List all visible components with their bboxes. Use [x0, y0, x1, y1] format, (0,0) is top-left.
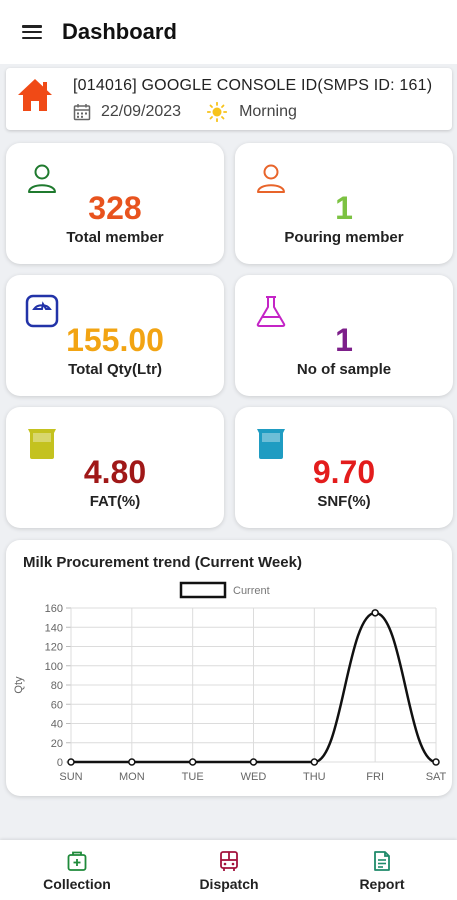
stat-value: 155.00	[66, 322, 164, 358]
y-tick-label: 140	[45, 622, 63, 634]
sample-card[interactable]: 1 No of sample	[235, 275, 453, 396]
stat-value: 1	[335, 322, 353, 358]
data-point	[432, 758, 440, 766]
hamburger-icon	[22, 25, 42, 39]
stat-value: 9.70	[312, 454, 376, 490]
x-tick-label: THU	[303, 771, 326, 783]
data-point	[371, 609, 379, 617]
total-member-card[interactable]: 328 Total member	[6, 143, 224, 264]
stat-label: Total member	[66, 229, 164, 246]
nav-report[interactable]: Report	[327, 850, 437, 892]
truck-icon	[220, 851, 238, 871]
x-tick-label: WED	[241, 771, 267, 783]
chart-title: Milk Procurement trend (Current Week)	[23, 554, 302, 571]
snf-card[interactable]: 9.70 SNF(%)	[235, 407, 453, 528]
y-tick-label: 160	[45, 603, 63, 615]
report-icon	[374, 851, 390, 871]
y-tick-label: 0	[57, 757, 63, 769]
bottom-navigation: Collection Dispatch Report	[0, 840, 457, 900]
shift-text: Morning	[239, 103, 297, 120]
x-tick-label: FRI	[366, 771, 384, 783]
date-text: 22/09/2023	[101, 103, 182, 120]
scale-icon	[25, 294, 59, 328]
stat-value: 328	[88, 190, 142, 226]
series-line-current	[71, 611, 437, 764]
y-tick-label: 80	[51, 680, 63, 692]
x-tick-label: SUN	[59, 771, 82, 783]
data-point	[188, 758, 197, 766]
home-icon	[18, 79, 52, 111]
menu-button[interactable]	[0, 0, 64, 64]
nav-label: Report	[359, 876, 405, 892]
nav-collection[interactable]: Collection	[22, 850, 132, 892]
y-tick-label: 60	[51, 699, 63, 711]
nav-label: Collection	[43, 876, 111, 892]
legend-label: Current	[233, 585, 270, 597]
fat-card[interactable]: 4.80 FAT(%)	[6, 407, 224, 528]
sun-icon	[207, 102, 228, 122]
data-point	[67, 758, 75, 766]
y-tick-label: 120	[45, 642, 63, 654]
procurement-line-chart: 0 20 40 60 80 100 120 140 160 SUN MON TUE WED THU FRI S…	[13, 581, 447, 783]
society-info-card: [014016] GOOGLE CONSOLE ID(SMPS ID: 161)…	[6, 68, 452, 130]
x-tick-label: MON	[119, 771, 145, 783]
stat-label: FAT(%)	[89, 493, 141, 510]
x-tick-label: SAT	[426, 771, 447, 783]
stat-value: 1	[335, 190, 353, 226]
data-point	[249, 758, 258, 766]
stat-label: SNF(%)	[317, 493, 371, 510]
data-point	[310, 758, 319, 766]
beaker-icon	[257, 429, 285, 459]
stat-label: No of sample	[296, 361, 392, 378]
stat-label: Total Qty(Ltr)	[68, 361, 162, 378]
calendar-icon	[73, 104, 91, 121]
y-tick-label: 100	[45, 661, 63, 673]
stat-value: 4.80	[83, 454, 147, 490]
person-icon	[28, 164, 56, 193]
data-point	[128, 758, 136, 766]
society-name: [014016] GOOGLE CONSOLE ID(SMPS ID: 161)	[73, 77, 433, 94]
app-bar: Dashboard	[0, 0, 457, 64]
beaker-icon	[28, 429, 56, 459]
legend-swatch	[179, 581, 227, 599]
stat-label: Pouring member	[284, 229, 404, 246]
page-title: Dashboard	[62, 19, 177, 44]
y-tick-label: 40	[51, 719, 63, 731]
flask-icon	[256, 296, 286, 327]
y-tick-label: 20	[51, 738, 63, 750]
x-tick-label: TUE	[182, 771, 204, 783]
collection-icon	[67, 851, 87, 871]
nav-label: Dispatch	[199, 876, 259, 892]
total-qty-card[interactable]: 155.00 Total Qty(Ltr)	[6, 275, 224, 396]
pouring-member-card[interactable]: 1 Pouring member	[235, 143, 453, 264]
procurement-trend-card: Milk Procurement trend (Current Week) 0 2…	[6, 540, 452, 796]
nav-dispatch[interactable]: Dispatch	[174, 850, 284, 892]
person-icon	[257, 164, 285, 193]
y-axis-label: Qty	[13, 676, 25, 694]
